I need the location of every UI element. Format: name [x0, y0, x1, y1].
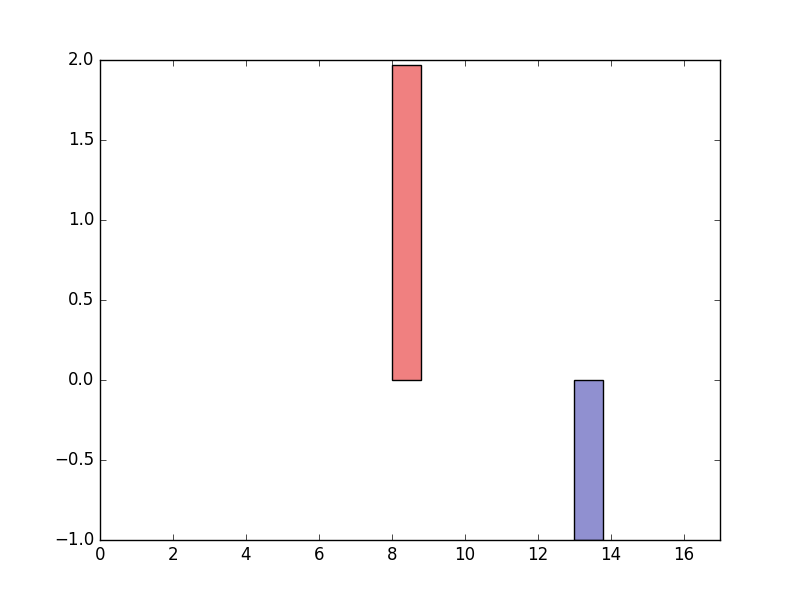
Bar	[392, 65, 421, 380]
Bar	[574, 380, 603, 540]
